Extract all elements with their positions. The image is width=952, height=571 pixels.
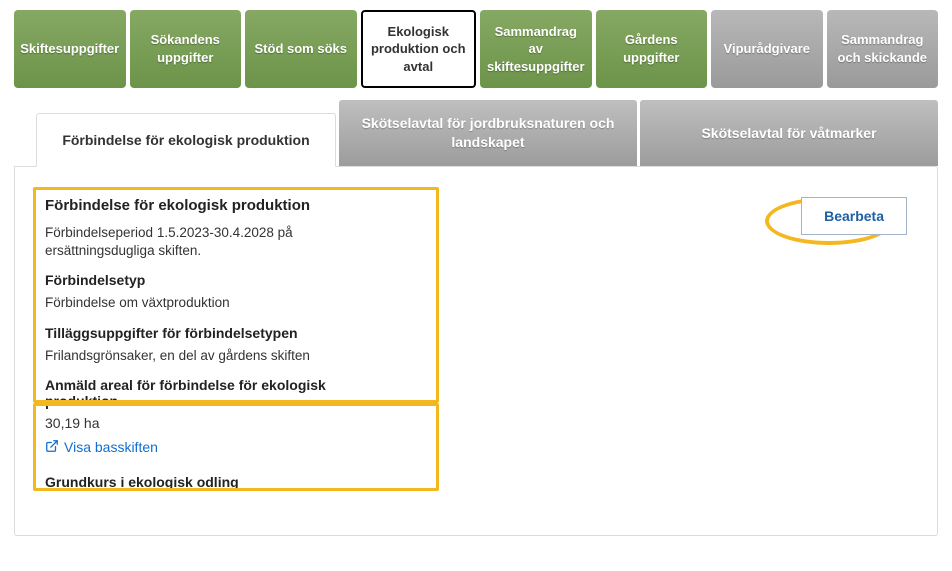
commitment-title: Förbindelse för ekologisk produktion xyxy=(45,197,405,214)
commitment-addinfo-value: Frilandsgrönsaker, en del av gårdens ski… xyxy=(45,347,405,365)
nav-tab-stod-som-soks[interactable]: Stöd som söks xyxy=(245,10,357,88)
nav-tab-sokandens-uppgifter[interactable]: Sökandens uppgifter xyxy=(130,10,242,88)
nav-tab-vipuradgivare[interactable]: Vipurådgivare xyxy=(711,10,823,88)
area-value: 30,19 ha xyxy=(45,415,405,431)
nav-tab-sammandrag-skiftesuppgifter[interactable]: Sammandrag av skiftesuppgifter xyxy=(480,10,592,88)
commitment-type-label: Förbindelsetyp xyxy=(45,272,405,288)
nav-tab-gardens-uppgifter[interactable]: Gårdens uppgifter xyxy=(596,10,708,88)
course-label: Grundkurs i ekologisk odling xyxy=(45,474,405,490)
content-area: Förbindelse för ekologisk produktion Skö… xyxy=(0,88,952,536)
external-link-icon xyxy=(45,439,59,456)
sub-tab-forbindelse-ekologisk[interactable]: Förbindelse för ekologisk produktion xyxy=(36,113,336,167)
nav-tab-sammandrag-skickande[interactable]: Sammandrag och skickande xyxy=(827,10,939,88)
show-parcels-text: Visa basskiften xyxy=(64,439,158,455)
commitment-addinfo-label: Tilläggsuppgifter för förbindelsetypen xyxy=(45,325,405,341)
sub-tabs: Förbindelse för ekologisk produktion Skö… xyxy=(36,100,938,166)
sub-tab-skotselavtal-vatmarker[interactable]: Skötselavtal för våtmarker xyxy=(640,100,938,166)
nav-tab-ekologisk-produktion[interactable]: Ekologisk produktion och avtal xyxy=(361,10,477,88)
sub-tab-skotselavtal-jordbruk[interactable]: Skötselavtal för jordbruksnaturen och la… xyxy=(339,100,637,166)
nav-tab-skiftesuppgifter[interactable]: Skiftesuppgifter xyxy=(14,10,126,88)
area-label: Anmäld areal för förbindelse för ekologi… xyxy=(45,377,405,409)
commitment-type-value: Förbindelse om växtproduktion xyxy=(45,294,405,312)
top-nav: Skiftesuppgifter Sökandens uppgifter Stö… xyxy=(0,0,952,88)
content-panel: Förbindelse för ekologisk produktion För… xyxy=(14,166,938,536)
commitment-period: Förbindelseperiod 1.5.2023-30.4.2028 på … xyxy=(45,224,405,260)
edit-button[interactable]: Bearbeta xyxy=(801,197,907,235)
commitment-card: Förbindelse för ekologisk produktion För… xyxy=(45,197,907,496)
show-parcels-link[interactable]: Visa basskiften xyxy=(45,439,158,456)
